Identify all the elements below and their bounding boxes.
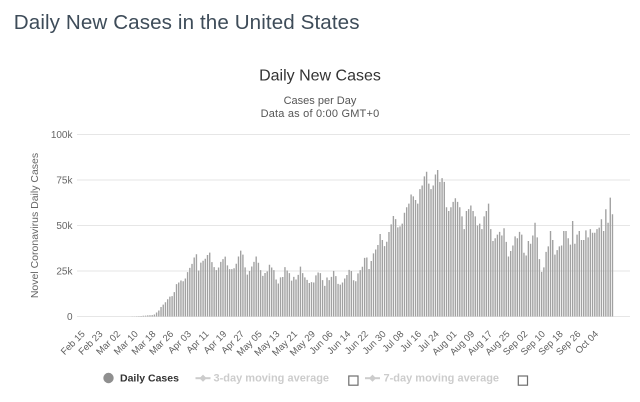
- svg-text:7-day moving average: 7-day moving average: [384, 373, 500, 385]
- svg-text:Daily Cases: Daily Cases: [120, 373, 179, 385]
- svg-text:Cases per Day: Cases per Day: [284, 95, 357, 107]
- svg-text:Daily New Cases in the United: Daily New Cases in the United States: [14, 11, 360, 34]
- svg-text:0: 0: [67, 312, 73, 323]
- svg-text:Daily New Cases: Daily New Cases: [259, 68, 381, 85]
- svg-text:Data as of 0:00 GMT+0: Data as of 0:00 GMT+0: [261, 108, 380, 120]
- svg-text:3-day moving average: 3-day moving average: [214, 373, 330, 385]
- svg-text:75k: 75k: [56, 176, 73, 187]
- svg-text:Novel Coronavirus Daily Cases: Novel Coronavirus Daily Cases: [29, 153, 41, 298]
- svg-text:50k: 50k: [56, 221, 73, 232]
- svg-text:100k: 100k: [51, 130, 74, 141]
- svg-text:25k: 25k: [56, 267, 73, 278]
